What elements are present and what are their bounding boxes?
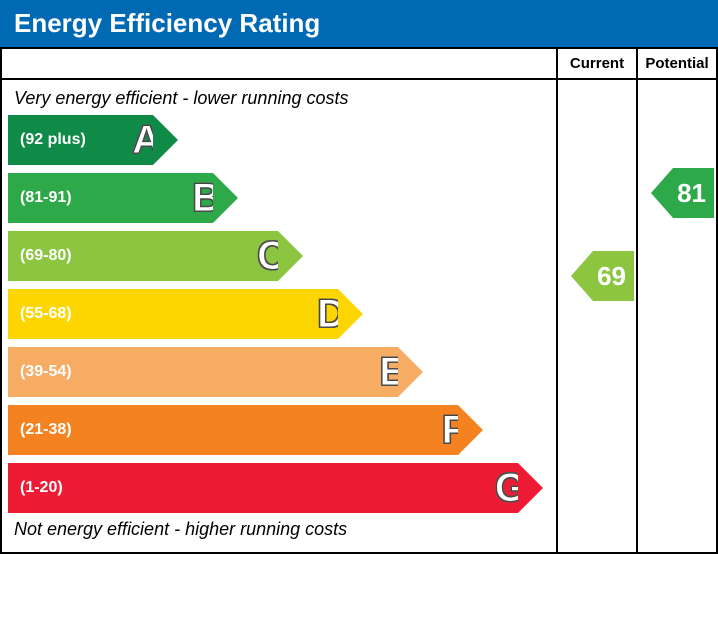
band-letter: B <box>192 178 221 218</box>
header-main <box>2 49 556 80</box>
band-letter: A <box>132 120 161 160</box>
band-range: (92 plus) <box>8 131 86 149</box>
band-range: (69-80) <box>8 247 72 265</box>
band-e: (39-54)E <box>8 347 398 397</box>
band-letter: F <box>442 410 466 450</box>
band-range: (81-91) <box>8 189 72 207</box>
title-bar: Energy Efficiency Rating <box>0 0 718 47</box>
epc-chart: Energy Efficiency Rating Current Potenti… <box>0 0 718 554</box>
header-potential: Potential <box>636 49 716 80</box>
band-letter: D <box>317 294 346 334</box>
band-c: (69-80)C <box>8 231 278 281</box>
potential-marker: 81 <box>673 168 714 218</box>
bands-area: Very energy efficient - lower running co… <box>2 80 556 552</box>
band-range: (21-38) <box>8 421 72 439</box>
band-range: (55-68) <box>8 305 72 323</box>
band-letter: E <box>379 352 406 392</box>
band-f: (21-38)F <box>8 405 458 455</box>
band-range: (39-54) <box>8 363 72 381</box>
subtitle-top: Very energy efficient - lower running co… <box>8 86 550 115</box>
chart-grid: Current Potential Very energy efficient … <box>0 47 718 554</box>
header-current: Current <box>556 49 636 80</box>
band-d: (55-68)D <box>8 289 338 339</box>
band-letter: G <box>495 468 526 508</box>
chart-title: Energy Efficiency Rating <box>14 8 320 38</box>
band-range: (1-20) <box>8 479 63 497</box>
current-marker: 69 <box>593 251 634 301</box>
current-column: 69 <box>556 80 636 552</box>
band-a: (92 plus)A <box>8 115 153 165</box>
band-letter: C <box>257 236 286 276</box>
band-b: (81-91)B <box>8 173 213 223</box>
band-g: (1-20)G <box>8 463 518 513</box>
potential-column: 81 <box>636 80 716 552</box>
bands-container: (92 plus)A(81-91)B(69-80)C(55-68)D(39-54… <box>8 115 550 517</box>
subtitle-bottom: Not energy efficient - higher running co… <box>8 517 550 546</box>
